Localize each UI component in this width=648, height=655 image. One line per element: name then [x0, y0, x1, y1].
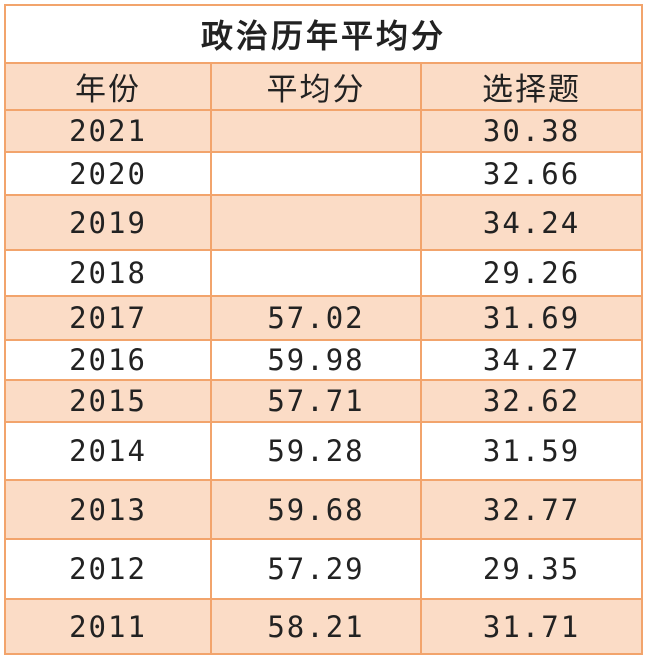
data-row: 2014 59.28 31.59 — [4, 421, 644, 481]
table-cell: 29.35 — [419, 538, 644, 600]
table-cell: 2020 — [4, 151, 212, 196]
table-cell — [210, 194, 422, 251]
table-cell: 59.68 — [210, 479, 422, 540]
header-cell: 年份 — [4, 62, 212, 111]
table-cell — [210, 109, 422, 153]
data-row: 2021 30.38 — [4, 109, 644, 153]
table-cell: 31.69 — [419, 295, 644, 341]
data-row: 2011 58.21 31.71 — [4, 598, 644, 655]
table-cell: 57.29 — [210, 538, 422, 600]
header-row: 年份 平均分 选择题 — [4, 62, 644, 111]
score-table: 政治历年平均分 年份 平均分 选择题 2021 30.38 2020 32.66 201… — [3, 4, 644, 655]
table-body: 政治历年平均分 年份 平均分 选择题 2021 30.38 2020 32.66 201… — [3, 4, 644, 655]
data-row: 2012 57.29 29.35 — [4, 538, 644, 600]
table-cell: 32.62 — [419, 379, 644, 423]
data-row: 2013 59.68 32.77 — [4, 479, 644, 540]
table-title: 政治历年平均分 — [3, 4, 644, 64]
table-cell: 2015 — [4, 379, 212, 423]
table-cell: 2018 — [4, 249, 212, 297]
table-cell: 2014 — [4, 421, 212, 481]
data-row: 2019 34.24 — [4, 194, 644, 251]
table-cell: 2013 — [4, 479, 212, 540]
table-cell: 2017 — [4, 295, 212, 341]
data-row: 2015 57.71 32.62 — [4, 379, 644, 423]
table-cell: 2021 — [4, 109, 212, 153]
table-cell: 59.28 — [210, 421, 422, 481]
table-cell: 34.27 — [419, 339, 644, 381]
table-cell: 59.98 — [210, 339, 422, 381]
data-row: 2018 29.26 — [4, 249, 644, 297]
table-cell: 58.21 — [210, 598, 422, 655]
table-cell: 34.24 — [419, 194, 644, 251]
table-cell — [210, 249, 422, 297]
data-row: 2020 32.66 — [4, 151, 644, 196]
table-cell: 31.71 — [419, 598, 644, 655]
table-cell: 57.02 — [210, 295, 422, 341]
data-row: 2016 59.98 34.27 — [4, 339, 644, 381]
table-cell: 2019 — [4, 194, 212, 251]
table-cell — [210, 151, 422, 196]
table-cell: 32.66 — [419, 151, 644, 196]
header-cell: 选择题 — [419, 62, 644, 111]
title-row: 政治历年平均分 — [3, 4, 644, 64]
data-row: 2017 57.02 31.69 — [4, 295, 644, 341]
table-cell: 30.38 — [419, 109, 644, 153]
header-cell: 平均分 — [210, 62, 422, 111]
table-cell: 2012 — [4, 538, 212, 600]
table-cell: 57.71 — [210, 379, 422, 423]
table-cell: 29.26 — [419, 249, 644, 297]
table-cell: 32.77 — [419, 479, 644, 540]
table-cell: 2011 — [4, 598, 212, 655]
table-cell: 2016 — [4, 339, 212, 381]
table-cell: 31.59 — [419, 421, 644, 481]
